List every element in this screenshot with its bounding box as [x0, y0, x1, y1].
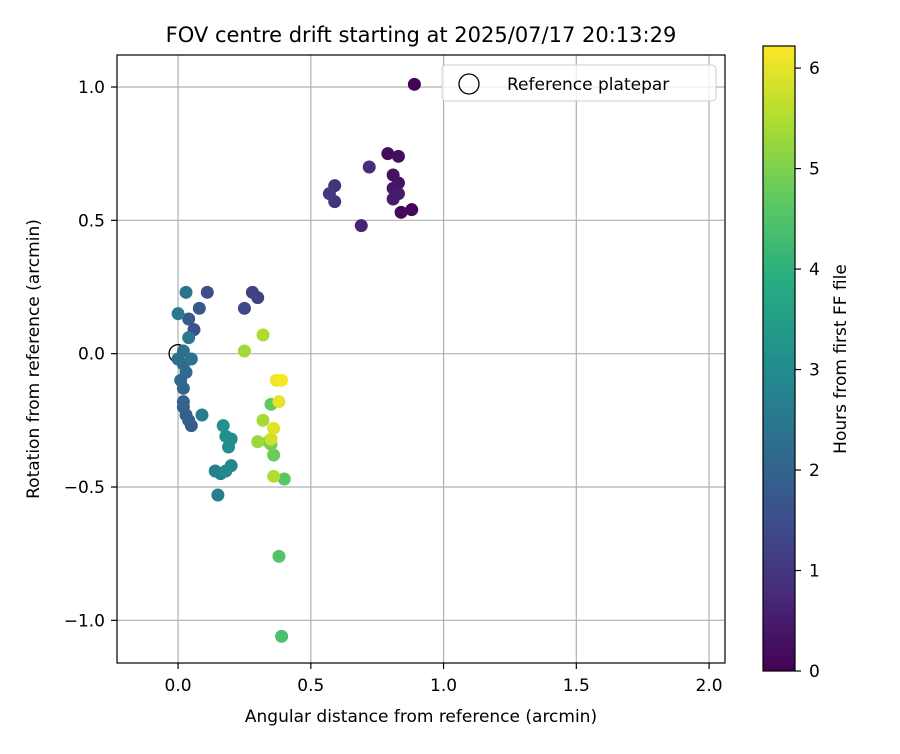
legend-label: Reference platepar — [507, 75, 669, 95]
scatter-point — [237, 344, 251, 358]
scatter-point — [407, 77, 421, 91]
scatter-point — [391, 149, 405, 163]
scatter-point — [211, 488, 225, 502]
scatter-point — [251, 435, 265, 449]
colorbar-tick-label: 5 — [809, 160, 820, 180]
scatter-point — [277, 472, 291, 486]
scatter-point — [264, 432, 278, 446]
grid — [117, 55, 725, 663]
scatter-point — [381, 147, 395, 161]
x-tick-label: 1.5 — [563, 676, 590, 696]
scatter-point — [182, 331, 196, 345]
legend-marker-open-circle — [458, 73, 480, 95]
y-tick-label: 0.5 — [78, 211, 105, 231]
scatter-point — [182, 312, 196, 326]
colorbar-tick-label: 2 — [809, 461, 820, 481]
colorbar-tick-label: 3 — [809, 361, 820, 381]
colorbar-ticks: 0 1 2 3 4 5 6 — [795, 59, 820, 682]
scatter-point — [267, 448, 281, 462]
legend-box — [441, 64, 717, 102]
legend: Reference platepar — [441, 64, 717, 102]
colorbar-tick-label: 4 — [809, 260, 820, 280]
y-tick-label: −0.5 — [64, 478, 105, 498]
y-tick-label: 1.0 — [78, 78, 105, 98]
scatter-point — [362, 160, 376, 174]
scatter-point — [275, 629, 289, 643]
scatter-point — [179, 285, 193, 299]
colorbar-label: Hours from first FF file — [831, 264, 851, 454]
scatter-point — [394, 205, 408, 219]
x-axis-label: Angular distance from reference (arcmin) — [245, 707, 597, 727]
scatter-point — [192, 301, 206, 315]
x-tick-label: 0.5 — [297, 676, 324, 696]
scatter-point — [176, 344, 190, 358]
colorbar-gradient — [762, 45, 796, 672]
x-tick-label: 2.0 — [696, 676, 723, 696]
scatter-point — [216, 419, 230, 433]
scatter-point — [267, 469, 281, 483]
colorbar-tick-label: 0 — [809, 662, 820, 682]
scatter-point — [256, 413, 270, 427]
x-tick-label: 0.0 — [165, 676, 192, 696]
scatter-point — [322, 187, 336, 201]
scatter-point — [354, 219, 368, 233]
scatter-point — [275, 373, 289, 387]
y-tick-label: −1.0 — [64, 611, 105, 631]
scatter-point — [195, 408, 209, 422]
axis-ticks: 0.0 0.5 1.0 1.5 2.0 −1.0 −0.5 0.0 0.5 1.0 — [64, 78, 723, 696]
scatter-point — [386, 192, 400, 206]
scatter-point — [200, 285, 214, 299]
plot-area-frame — [116, 54, 726, 664]
scatter-point — [251, 291, 265, 305]
scatter-point — [219, 429, 233, 443]
colorbar-tick-label: 1 — [809, 562, 820, 582]
chart-title: FOV centre drift starting at 2025/07/17 … — [166, 23, 677, 47]
data-points — [168, 77, 421, 643]
y-axis-label: Rotation from reference (arcmin) — [24, 219, 44, 499]
scatter-point — [184, 352, 198, 366]
y-tick-label: 0.0 — [78, 345, 105, 365]
scatter-point — [176, 395, 190, 409]
scatter-point — [171, 307, 185, 321]
scatter-point — [237, 301, 251, 315]
scatter-point — [272, 395, 286, 409]
scatter-point — [267, 421, 281, 435]
scatter-point — [272, 549, 286, 563]
colorbar-tick-label: 6 — [809, 59, 820, 79]
scatter-point — [405, 203, 419, 217]
scatter-point — [219, 464, 233, 478]
scatter-point — [256, 328, 270, 342]
x-tick-label: 1.0 — [430, 676, 457, 696]
colorbar: 0 1 2 3 4 5 6 Hours from first FF file — [762, 45, 851, 682]
